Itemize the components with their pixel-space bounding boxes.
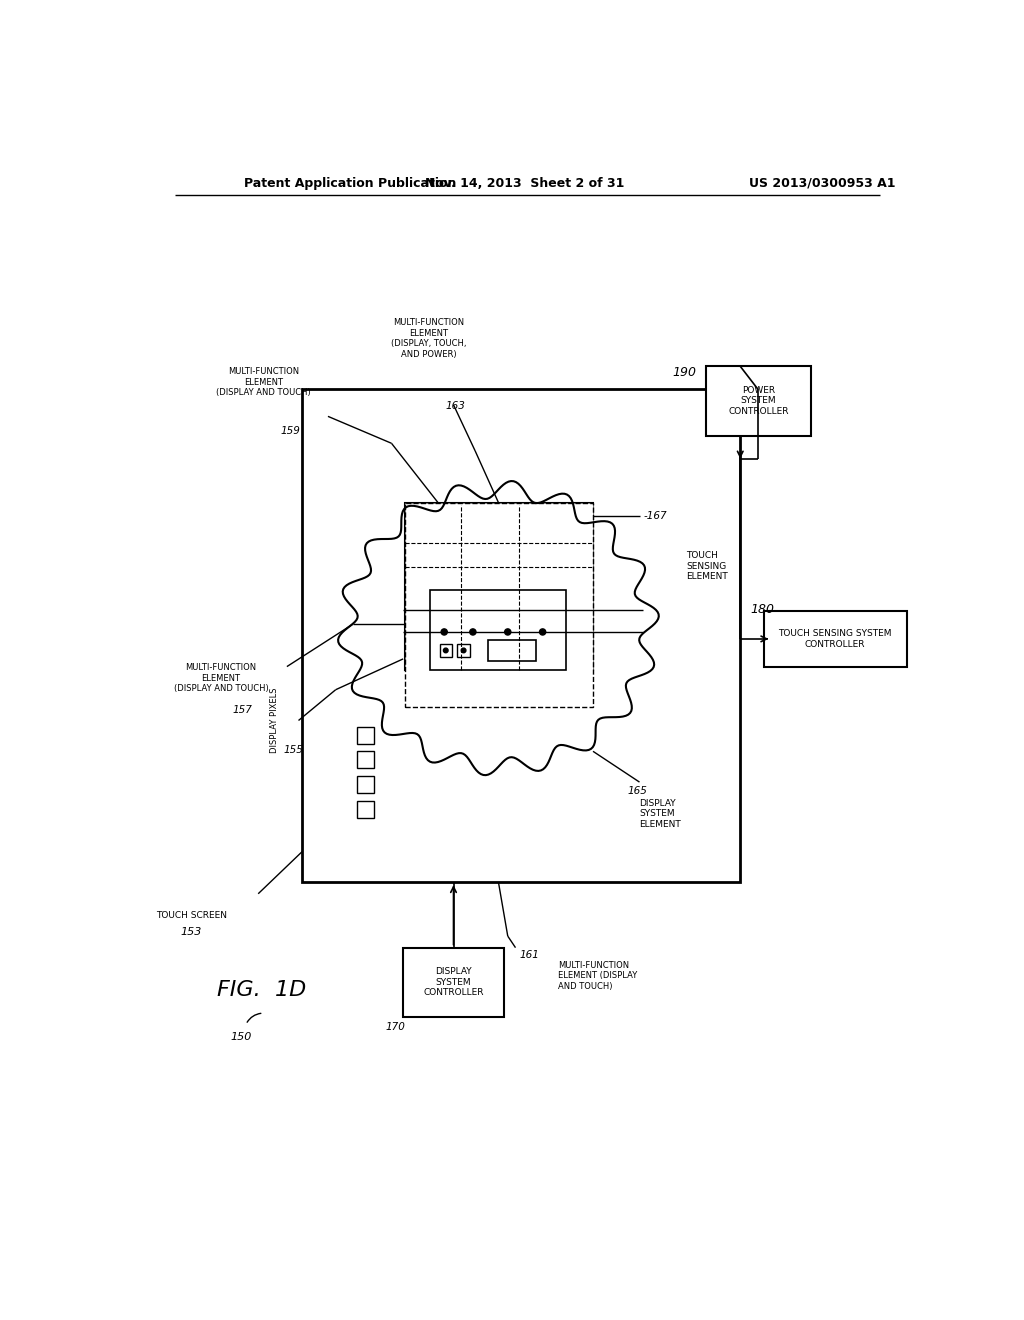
Text: 165: 165 bbox=[628, 785, 648, 796]
Text: POWER
SYSTEM
CONTROLLER: POWER SYSTEM CONTROLLER bbox=[728, 385, 788, 416]
Text: FIG.  1D: FIG. 1D bbox=[217, 979, 306, 1001]
Text: TOUCH SCREEN: TOUCH SCREEN bbox=[156, 911, 227, 920]
Text: 150: 150 bbox=[230, 1032, 252, 1043]
Circle shape bbox=[461, 648, 466, 653]
Text: Nov. 14, 2013  Sheet 2 of 31: Nov. 14, 2013 Sheet 2 of 31 bbox=[425, 177, 625, 190]
Bar bbox=[439, 644, 452, 656]
Text: 157: 157 bbox=[232, 705, 253, 715]
Text: DISPLAY PIXELS: DISPLAY PIXELS bbox=[270, 688, 280, 754]
Bar bbox=[458, 644, 470, 656]
Bar bbox=[764, 611, 907, 667]
Bar bbox=[406, 503, 593, 671]
Circle shape bbox=[443, 648, 449, 653]
Text: 190: 190 bbox=[673, 367, 696, 379]
Text: MULTI-FUNCTION
ELEMENT
(DISPLAY AND TOUCH): MULTI-FUNCTION ELEMENT (DISPLAY AND TOUC… bbox=[216, 367, 311, 397]
Text: DISPLAY
SYSTEM
ELEMENT: DISPLAY SYSTEM ELEMENT bbox=[640, 799, 681, 829]
Text: TOUCH SENSING SYSTEM
CONTROLLER: TOUCH SENSING SYSTEM CONTROLLER bbox=[778, 630, 892, 648]
Circle shape bbox=[441, 628, 447, 635]
Text: 161: 161 bbox=[519, 950, 540, 960]
Text: 153: 153 bbox=[181, 927, 202, 937]
Text: 170: 170 bbox=[386, 1022, 406, 1032]
Circle shape bbox=[540, 628, 546, 635]
Text: 159: 159 bbox=[281, 426, 301, 437]
Bar bbox=[356, 726, 374, 743]
Bar bbox=[707, 367, 811, 436]
Bar bbox=[406, 503, 593, 706]
Text: TOUCH
SENSING
ELEMENT: TOUCH SENSING ELEMENT bbox=[686, 552, 728, 581]
Text: 163: 163 bbox=[445, 401, 466, 411]
Text: MULTI-FUNCTION
ELEMENT (DISPLAY
AND TOUCH): MULTI-FUNCTION ELEMENT (DISPLAY AND TOUC… bbox=[558, 961, 637, 990]
Circle shape bbox=[505, 628, 511, 635]
Text: MULTI-FUNCTION
ELEMENT
(DISPLAY AND TOUCH): MULTI-FUNCTION ELEMENT (DISPLAY AND TOUC… bbox=[174, 663, 268, 693]
Bar bbox=[356, 751, 374, 768]
Text: 155: 155 bbox=[284, 744, 303, 755]
Text: 180: 180 bbox=[751, 603, 774, 616]
Bar bbox=[356, 800, 374, 817]
Text: DISPLAY
SYSTEM
CONTROLLER: DISPLAY SYSTEM CONTROLLER bbox=[423, 968, 483, 997]
Circle shape bbox=[470, 628, 476, 635]
Text: Patent Application Publication: Patent Application Publication bbox=[245, 177, 457, 190]
Bar bbox=[430, 590, 566, 671]
Text: US 2013/0300953 A1: US 2013/0300953 A1 bbox=[749, 177, 895, 190]
Bar bbox=[403, 948, 504, 1016]
Bar bbox=[488, 640, 537, 661]
Text: -167: -167 bbox=[643, 511, 667, 521]
Text: MULTI-FUNCTION
ELEMENT
(DISPLAY, TOUCH,
AND POWER): MULTI-FUNCTION ELEMENT (DISPLAY, TOUCH, … bbox=[391, 318, 467, 359]
Bar bbox=[302, 389, 740, 882]
Bar bbox=[356, 776, 374, 793]
